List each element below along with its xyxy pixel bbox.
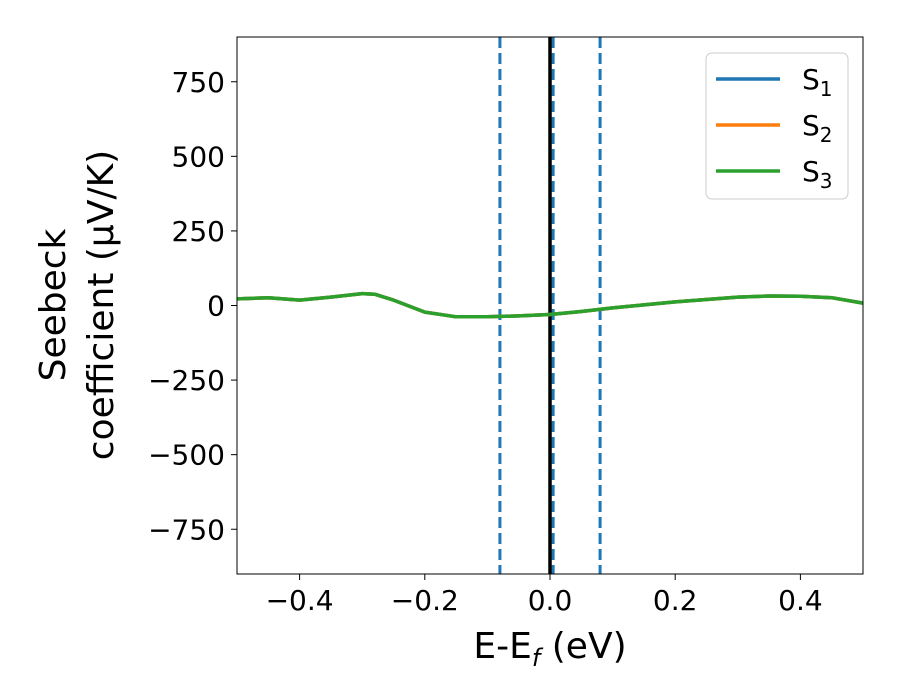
x-tick-label: −0.4	[266, 584, 334, 617]
legend-label-s2: S2	[802, 109, 833, 147]
legend-label-subscript: 1	[820, 77, 833, 101]
x-tick-label: −0.2	[391, 584, 459, 617]
legend-label-name: S	[802, 155, 820, 188]
y-axis-label: Seebeck coefficient (μV/K)	[33, 150, 122, 460]
x-tick-label: 0.2	[653, 584, 698, 617]
legend-label-subscript: 2	[820, 123, 833, 147]
y-axis-label-line1: Seebeck	[33, 228, 74, 381]
y-tick-label: 750	[172, 66, 225, 99]
y-axis-label-line2: coefficient (μV/K)	[81, 150, 122, 460]
y-tick-label: 250	[172, 215, 225, 248]
y-tick-label: −250	[148, 364, 225, 397]
y-axis-ticks: 750 500 250 0 −250 −500 −750	[148, 66, 237, 546]
x-tick-label: 0.4	[778, 584, 823, 617]
series-line-s3	[236, 291, 864, 319]
y-tick-label: −500	[148, 439, 225, 472]
series-lines	[236, 291, 864, 319]
x-tick-label: 0.0	[528, 584, 573, 617]
y-tick-label: 0	[207, 290, 225, 323]
vertical-reference-lines	[498, 37, 602, 574]
y-tick-label: −750	[148, 513, 225, 546]
x-axis-ticks: −0.4 −0.2 0.0 0.2 0.4	[266, 574, 823, 617]
x-axis-label-units: (eV)	[540, 626, 626, 667]
x-axis-label: E-Ef (eV)	[473, 626, 626, 672]
y-tick-label: 500	[172, 140, 225, 173]
legend-label-s3: S3	[802, 155, 833, 193]
legend-label-name: S	[802, 109, 820, 142]
legend-label-s1: S1	[802, 63, 833, 101]
legend-label-name: S	[802, 63, 820, 96]
legend-label-subscript: 3	[820, 169, 833, 193]
